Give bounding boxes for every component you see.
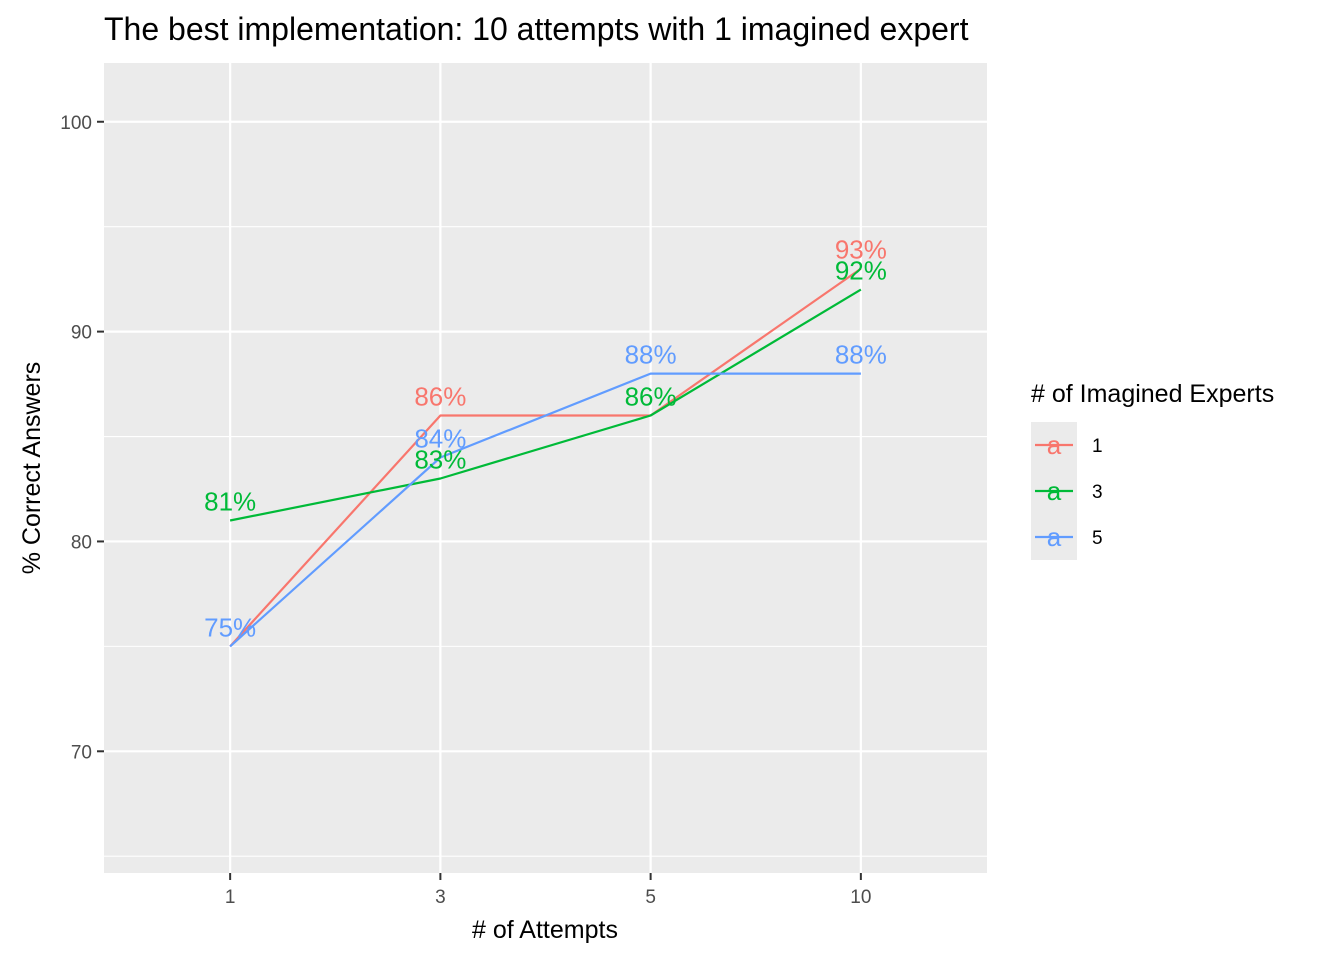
data-label-series-1: 86%	[414, 382, 466, 412]
data-label-series-5: 75%	[204, 612, 256, 642]
data-label-series-3: 92%	[835, 256, 887, 286]
x-tick-label: 5	[645, 887, 656, 908]
legend-title: # of Imagined Experts	[1031, 380, 1274, 408]
legend: # of Imagined Experts a 1 a 3 a 5	[1031, 380, 1274, 560]
chart-title: The best implementation: 10 attempts wit…	[104, 11, 969, 47]
x-tick-labels: 1 3 5 10	[225, 887, 872, 908]
legend-label: 5	[1092, 528, 1103, 549]
x-tick-label: 10	[850, 887, 871, 908]
data-label-series-3: 81%	[204, 486, 256, 516]
y-tick-label: 80	[71, 532, 92, 553]
y-tick-label: 70	[71, 742, 92, 763]
legend-key-glyph: a	[1047, 476, 1062, 506]
y-tick-labels: 70 80 90 100	[60, 113, 92, 764]
series-lines	[229, 267, 862, 648]
major-gridlines	[104, 63, 987, 873]
data-label-series-5: 88%	[835, 340, 887, 370]
series-line-5	[229, 372, 861, 648]
legend-key-glyph: a	[1047, 430, 1062, 460]
legend-label: 3	[1092, 482, 1103, 503]
data-labels: 86% 93% 81% 83% 86% 92% 75% 84% 88% 88%	[204, 235, 887, 643]
minor-gridlines	[104, 226, 987, 857]
data-label-series-3: 86%	[625, 382, 677, 412]
y-axis-label: % Correct Answers	[18, 362, 46, 575]
series-line-3	[229, 288, 862, 522]
legend-label: 1	[1092, 436, 1103, 457]
y-tick-label: 100	[60, 113, 92, 134]
x-axis-label: # of Attempts	[472, 916, 618, 944]
legend-items: a 1 a 3 a 5	[1031, 422, 1103, 560]
data-label-series-5: 84%	[414, 424, 466, 454]
x-tick-label: 3	[435, 887, 446, 908]
x-tick-label: 1	[225, 887, 236, 908]
axis-ticks	[97, 120, 862, 880]
data-label-series-5: 88%	[625, 340, 677, 370]
y-tick-label: 90	[71, 323, 92, 344]
legend-key-glyph: a	[1047, 522, 1062, 552]
plot-panel	[104, 63, 987, 873]
data-label-series-1: 93%	[835, 235, 887, 265]
data-label-series-3: 83%	[414, 444, 466, 474]
